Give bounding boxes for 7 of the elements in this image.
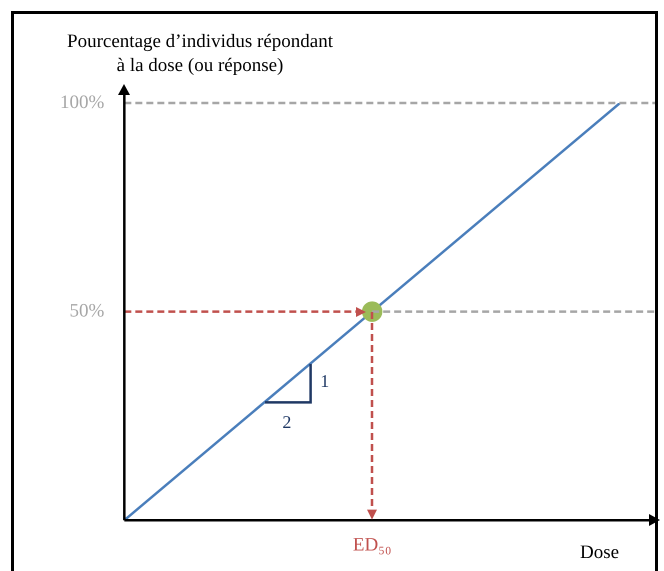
annotation: 1 [320,370,330,392]
y-tick-label: 100% [60,92,104,113]
y-tick-label: 50% [70,300,104,322]
y-axis-title: Pourcentage d’individus répondant à la dose (ou réponse) [66,30,334,78]
x-tick-label: ED₅₀ [352,534,392,556]
x-axis-title: Dose [580,542,620,564]
annotation: 2 [282,412,292,434]
